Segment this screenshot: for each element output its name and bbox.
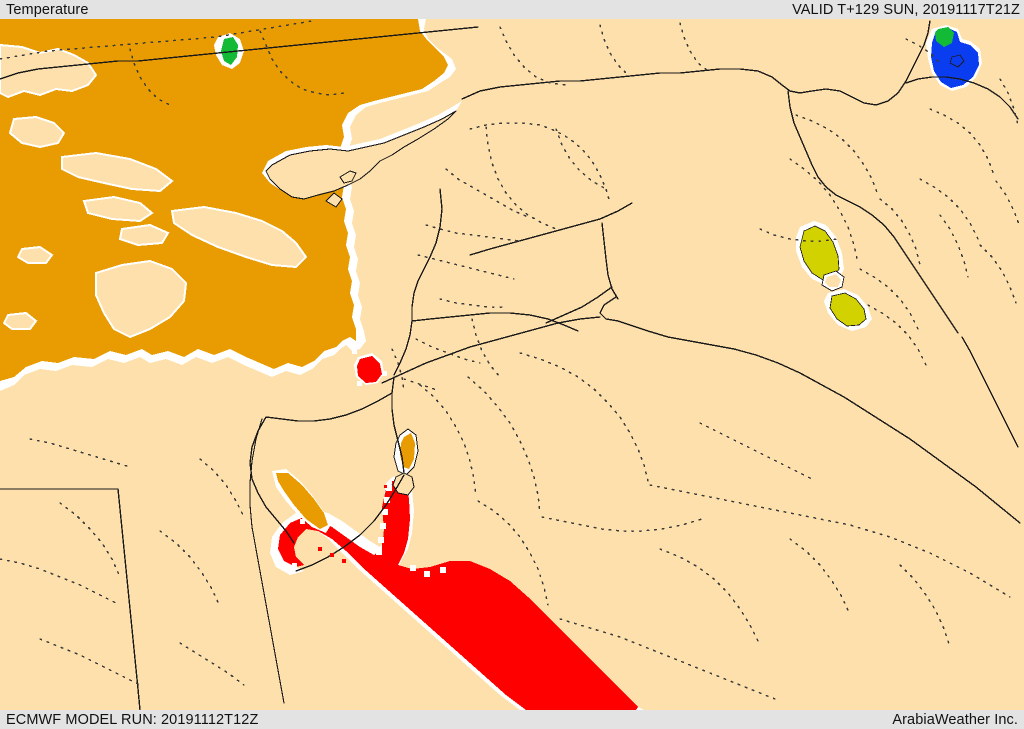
lake-habbaniyah xyxy=(821,270,845,292)
gulf-of-aqaba xyxy=(376,481,404,561)
temperature-map[interactable] xyxy=(0,19,1024,710)
provider-credit-label: ArabiaWeather Inc. xyxy=(892,711,1018,728)
model-run-label: ECMWF MODEL RUN: 20191112T12Z xyxy=(6,711,259,728)
red-sea xyxy=(270,469,644,710)
page-title: Temperature xyxy=(6,1,89,18)
lake-urmia xyxy=(926,25,982,91)
map-graphic xyxy=(0,19,1024,710)
cyprus-island xyxy=(262,101,462,208)
levant-hotspot xyxy=(354,353,384,385)
dead-sea xyxy=(392,428,419,496)
mediterranean-sea xyxy=(0,19,456,391)
turkish-lake xyxy=(214,33,244,69)
lake-razzaza xyxy=(824,289,872,331)
sea-speckle xyxy=(318,485,387,563)
admin-boundaries xyxy=(0,20,1021,702)
country-borders xyxy=(0,20,1021,710)
header-bar: Temperature VALID T+129 SUN, 20191117T21… xyxy=(0,0,1024,19)
gulf-of-suez xyxy=(272,469,332,533)
valid-time-label: VALID T+129 SUN, 20191117T21Z xyxy=(792,1,1020,18)
footer-bar: ECMWF MODEL RUN: 20191112T12Z ArabiaWeat… xyxy=(0,710,1024,729)
coastline-speckle xyxy=(292,349,446,577)
lake-tharthar xyxy=(796,221,844,285)
